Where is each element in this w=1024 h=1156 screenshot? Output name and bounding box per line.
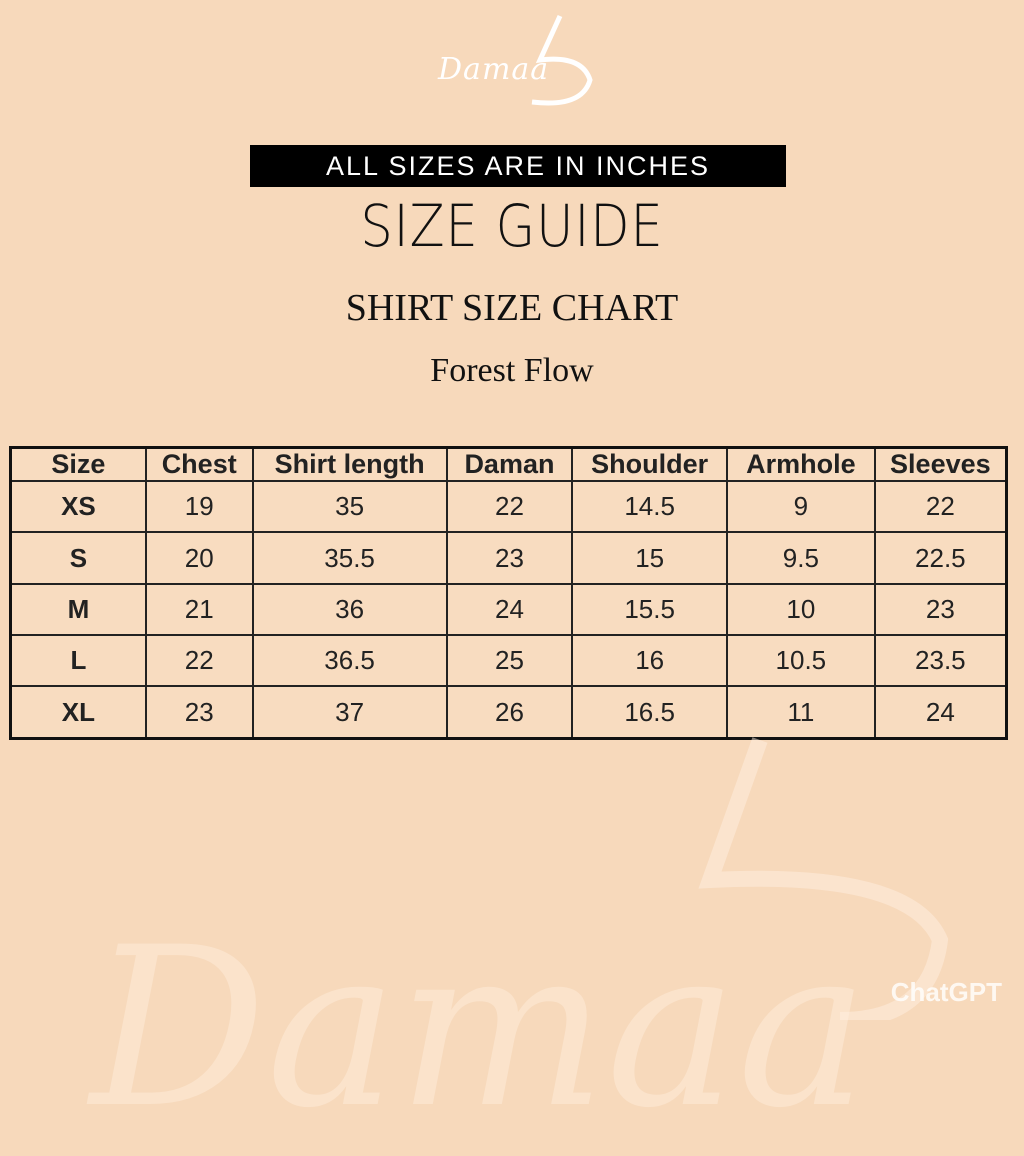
size-cell: L [9,634,147,688]
measurement-cell: 9 [726,479,876,534]
measurement-cell: 26 [445,685,574,740]
size-cell: XS [9,479,147,534]
measurement-cell: 37 [251,685,448,740]
size-cell: S [9,531,147,585]
measurement-cell: 23.5 [873,634,1008,688]
measurement-cell: 14.5 [571,479,728,534]
measurement-cell: 23 [445,531,574,585]
header-shoulder: Shoulder [571,446,728,482]
measurement-cell: 10 [726,582,876,637]
table-row: XS 19 35 22 14.5 9 22 [9,479,1008,534]
measurement-cell: 36.5 [251,634,448,688]
measurement-cell: 22.5 [873,531,1008,585]
logo-five-mark-icon [531,14,593,106]
table-row: XL 23 37 26 16.5 11 24 [9,685,1008,740]
header-sleeves: Sleeves [873,446,1008,482]
chatgpt-watermark: ChatGPT [890,977,1002,1007]
logo-text: Damaa [438,52,550,87]
measurement-cell: 11 [726,685,876,740]
page-title: SIZE GUIDE [360,192,664,260]
measurement-cell: 16.5 [571,685,728,740]
table-row: S 20 35.5 23 15 9.5 22.5 [9,531,1008,585]
watermark-logo-text: Damaa [90,900,869,1156]
header-size: Size [9,446,147,482]
header-armhole: Armhole [726,446,876,482]
measurement-cell: 24 [445,582,574,637]
size-cell: M [9,582,147,637]
measurement-cell: 35 [251,479,448,534]
measurement-cell: 16 [571,634,728,688]
measurement-cell: 22 [873,479,1008,534]
measurement-cell: 22 [144,634,254,688]
measurement-cell: 10.5 [726,634,876,688]
size-cell: XL [9,685,147,740]
measurement-cell: 19 [144,479,254,534]
table-row: M 21 36 24 15.5 10 23 [9,582,1008,637]
header-shirt-length: Shirt length [251,446,448,482]
measurement-cell: 24 [873,685,1008,740]
measurement-cell: 20 [144,531,254,585]
measurement-cell: 15 [571,531,728,585]
units-banner: ALL SIZES ARE IN INCHES [250,145,786,187]
chart-subtitle: SHIRT SIZE CHART [345,287,679,329]
table-row: L 22 36.5 25 16 10.5 23.5 [9,634,1008,688]
brand-logo: Damaa [432,10,602,110]
measurement-cell: 15.5 [571,582,728,637]
header-daman: Daman [445,446,574,482]
measurement-cell: 9.5 [726,531,876,585]
measurement-cell: 23 [873,582,1008,637]
measurement-cell: 36 [251,582,448,637]
measurement-cell: 22 [445,479,574,534]
header-chest: Chest [144,446,254,482]
measurement-cell: 23 [144,685,254,740]
size-table: Size Chest Shirt length Daman Shoulder A… [9,446,1008,740]
measurement-cell: 25 [445,634,574,688]
table-header-row: Size Chest Shirt length Daman Shoulder A… [9,446,1008,482]
measurement-cell: 35.5 [251,531,448,585]
product-name: Forest Flow [430,352,594,389]
measurement-cell: 21 [144,582,254,637]
